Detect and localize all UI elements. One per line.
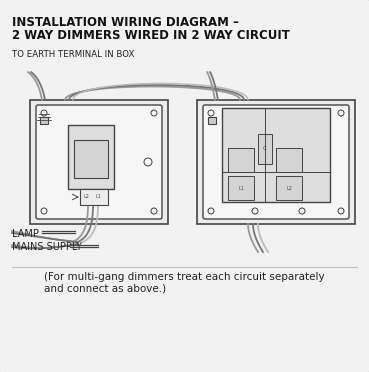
Text: L2: L2 [286, 186, 292, 192]
FancyBboxPatch shape [203, 105, 349, 219]
Bar [258, 134, 272, 164]
Text: L1: L1 [238, 186, 244, 192]
Text: TO EARTH TERMINAL IN BOX: TO EARTH TERMINAL IN BOX [12, 50, 134, 59]
Text: C: C [263, 145, 267, 151]
Bar [276, 148, 302, 172]
Bar [276, 176, 302, 200]
Bar [228, 176, 254, 200]
Bar [208, 117, 216, 124]
Text: MAINS SUPPLY: MAINS SUPPLY [12, 242, 82, 252]
Bar [74, 140, 108, 178]
Text: L2: L2 [83, 195, 89, 199]
Text: L1: L1 [95, 195, 101, 199]
Bar [80, 189, 108, 205]
Bar [197, 100, 355, 224]
Bar [30, 100, 168, 224]
Bar [68, 125, 114, 189]
Bar [222, 108, 330, 202]
Text: LAMP: LAMP [12, 229, 39, 239]
Text: (For multi-gang dimmers treat each circuit separately
and connect as above.): (For multi-gang dimmers treat each circu… [44, 272, 324, 294]
Bar [228, 148, 254, 172]
Text: INSTALLATION WIRING DIAGRAM –: INSTALLATION WIRING DIAGRAM – [12, 16, 239, 29]
Bar [40, 117, 48, 124]
Text: 2 WAY DIMMERS WIRED IN 2 WAY CIRCUIT: 2 WAY DIMMERS WIRED IN 2 WAY CIRCUIT [12, 29, 290, 42]
FancyBboxPatch shape [36, 105, 162, 219]
